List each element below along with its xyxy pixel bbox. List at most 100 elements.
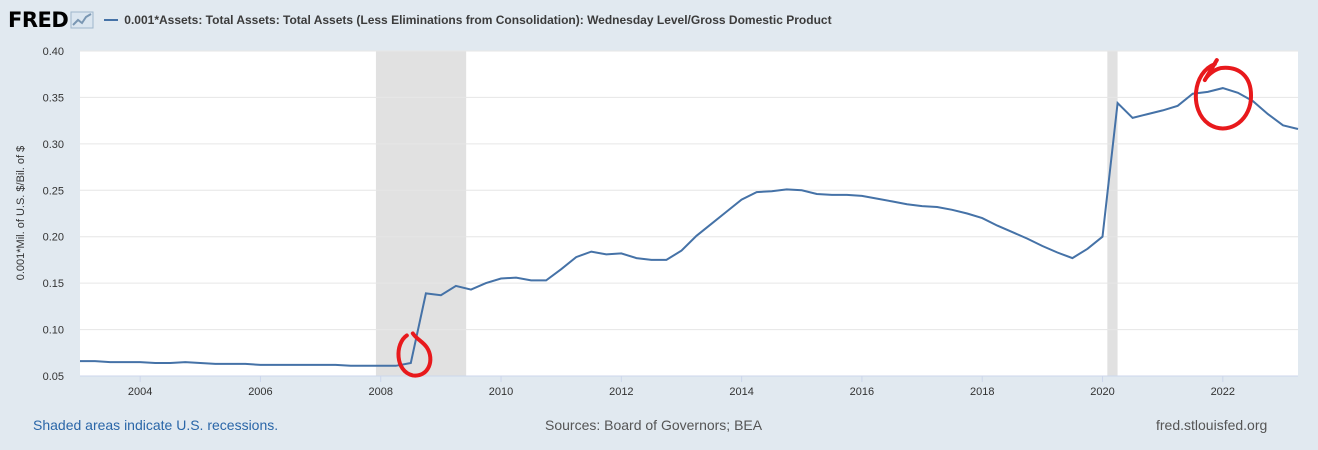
data-point	[529, 278, 533, 282]
data-point	[1146, 112, 1150, 116]
recession-band	[1107, 51, 1118, 376]
data-point	[334, 363, 338, 367]
recession-note[interactable]: Shaded areas indicate U.S. recessions.	[33, 417, 279, 433]
data-point	[800, 188, 804, 192]
annotation-circle	[396, 331, 433, 378]
data-point	[1070, 256, 1074, 260]
data-point	[725, 210, 729, 214]
x-tick-label: 2008	[368, 386, 392, 398]
data-point	[710, 222, 714, 226]
data-point	[123, 360, 127, 364]
x-tick-label: 2014	[729, 386, 753, 398]
data-point	[499, 277, 503, 281]
data-point	[1296, 127, 1300, 131]
y-tick-label: 0.35	[43, 92, 64, 104]
data-point	[559, 267, 563, 271]
series-title[interactable]: 0.001*Assets: Total Assets: Total Assets…	[124, 13, 832, 27]
data-point	[1116, 101, 1120, 105]
gridlines	[80, 50, 1298, 331]
y-tick-label: 0.40	[43, 46, 64, 58]
data-point	[905, 202, 909, 206]
annotations	[396, 58, 1253, 378]
data-point	[1131, 116, 1135, 120]
data-point	[364, 364, 368, 368]
sources-text: Sources: Board of Governors; BEA	[545, 417, 763, 433]
data-point	[304, 363, 308, 367]
data-point	[78, 359, 82, 363]
data-point	[1055, 251, 1059, 255]
data-point	[785, 187, 789, 191]
data-point	[153, 361, 157, 365]
x-tick-label: 2012	[609, 386, 633, 398]
y-tick-label: 0.15	[43, 278, 64, 290]
y-tick-label: 0.05	[43, 371, 64, 383]
data-point	[243, 362, 247, 366]
data-point	[604, 252, 608, 256]
data-point	[439, 293, 443, 297]
data-point	[469, 288, 473, 292]
data-point	[1281, 123, 1285, 127]
data-point	[454, 284, 458, 288]
data-point	[1266, 112, 1270, 116]
data-point	[845, 193, 849, 197]
data-point	[619, 251, 623, 255]
data-point	[664, 258, 668, 262]
y-axis-ticks: 0.05 0.10 0.15 0.20 0.25 0.30 0.35 0.40	[43, 46, 64, 383]
data-point	[289, 363, 293, 367]
data-point	[1221, 86, 1225, 90]
data-point	[649, 258, 653, 262]
data-point	[213, 362, 217, 366]
data-point	[995, 224, 999, 228]
data-point	[1085, 247, 1089, 251]
chart-line-icon	[70, 11, 94, 29]
y-axis-label: 0.001*Mil. of U.S. $/Bil. of $	[15, 146, 27, 281]
data-point	[1025, 237, 1029, 241]
x-tick-label: 2010	[489, 386, 513, 398]
data-point	[394, 364, 398, 368]
data-point	[349, 364, 353, 368]
data-point	[695, 234, 699, 238]
site-link[interactable]: fred.stlouisfed.org	[1156, 417, 1268, 433]
y-tick-label: 0.25	[43, 185, 64, 197]
annotation-circle	[1193, 58, 1253, 131]
data-point	[679, 249, 683, 253]
data-point	[409, 361, 413, 365]
data-point	[589, 250, 593, 254]
data-point	[379, 364, 383, 368]
data-point	[514, 276, 518, 280]
data-point	[950, 208, 954, 212]
data-point	[198, 361, 202, 365]
fred-logo[interactable]: FRED	[8, 8, 69, 32]
data-point	[1010, 230, 1014, 234]
recession-band	[375, 51, 467, 376]
data-point	[830, 193, 834, 197]
data-point	[920, 204, 924, 208]
data-point	[183, 360, 187, 364]
data-point	[815, 192, 819, 196]
data-point	[634, 256, 638, 260]
data-point	[1101, 235, 1105, 239]
recession-bands	[375, 51, 1118, 376]
data-point	[860, 194, 864, 198]
data-point	[424, 291, 428, 295]
x-tick-label: 2004	[128, 386, 152, 398]
x-tick-label: 2018	[970, 386, 994, 398]
data-point	[258, 363, 262, 367]
data-point	[319, 363, 323, 367]
x-tick-label: 2016	[850, 386, 874, 398]
data-point	[484, 281, 488, 285]
data-point	[740, 198, 744, 202]
data-point	[93, 359, 97, 363]
x-tick-label: 2020	[1090, 386, 1114, 398]
series-line	[80, 87, 1299, 367]
plot-area	[80, 51, 1298, 376]
y-tick-label: 0.20	[43, 232, 64, 244]
data-point	[1161, 108, 1165, 112]
x-tick-label: 2022	[1211, 386, 1235, 398]
data-point	[890, 199, 894, 203]
data-point	[544, 278, 548, 282]
x-tick-label: 2006	[248, 386, 272, 398]
data-point	[108, 360, 112, 364]
data-point	[755, 190, 759, 194]
